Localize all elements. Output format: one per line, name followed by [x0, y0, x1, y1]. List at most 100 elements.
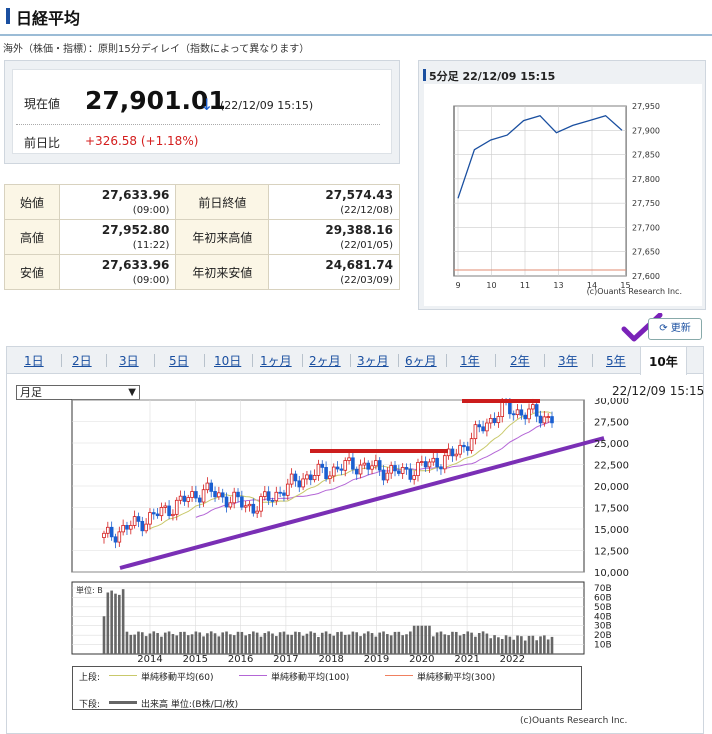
volume-bar [389, 635, 393, 654]
prev-label: 前日比 [24, 136, 61, 150]
tab-1d[interactable]: 1日 [24, 354, 44, 368]
title-accent [6, 8, 10, 24]
intraday-x-tick: 13 [553, 281, 563, 290]
volume-bar [190, 634, 194, 654]
volume-bar [129, 634, 133, 654]
volume-bar [263, 633, 267, 654]
volume-y-tick: 20B [594, 631, 612, 641]
tab-separator [61, 354, 62, 367]
volume-bar [160, 636, 163, 654]
candle-body [217, 492, 221, 498]
volume-bar [481, 631, 485, 654]
price-x-tick: 2016 [228, 654, 253, 665]
volume-bar [252, 631, 255, 654]
tab-3d[interactable]: 3日 [119, 354, 139, 368]
candle-body [527, 408, 531, 420]
volume-bar [290, 634, 293, 654]
period-select-value: 月足 [20, 386, 42, 399]
candle-body [477, 424, 482, 428]
tab-5d[interactable]: 5日 [169, 354, 189, 368]
volume-bar [539, 636, 542, 654]
price-y-tick: 10,000 [594, 568, 629, 579]
stat-value: 27,952.80 (11:22) [58, 219, 177, 255]
candle-body [534, 404, 539, 417]
tab-2m[interactable]: 2ヶ月 [309, 354, 341, 368]
price-change: +326.58 (+1.18%) [85, 134, 199, 148]
candle-body [117, 531, 122, 543]
candle-body [400, 467, 405, 474]
candle-body [316, 463, 321, 476]
tab-2d[interactable]: 2日 [72, 354, 92, 368]
intraday-y-tick: 27,650 [632, 248, 660, 257]
tab-2y[interactable]: 2年 [510, 354, 530, 368]
candle-body [305, 474, 309, 480]
candle-body [178, 495, 183, 501]
volume-bar [523, 640, 527, 654]
tab-1y[interactable]: 1年 [460, 354, 480, 368]
candle-body [236, 491, 240, 498]
stats-table: 始値 27,633.96 (09:00) 前日終値 27,574.43 (22/… [4, 184, 400, 290]
ma60-swatch [109, 675, 137, 676]
candle-body [209, 482, 214, 492]
intraday-y-ticks: 27,950 27,900 27,850 27,800 27,750 27,700 27,6… [632, 102, 660, 281]
volume-bar [156, 633, 159, 654]
price-y-tick: 27,500 [594, 418, 629, 429]
candle-body [151, 512, 156, 515]
candle-body [412, 475, 416, 480]
volume-bar [320, 632, 324, 654]
candle-body [159, 507, 164, 517]
current-price: 27,901.01 [85, 86, 226, 115]
volume-y-tick: 70B [594, 584, 612, 594]
price-y-tick: 15,000 [594, 525, 629, 536]
tab-5y[interactable]: 5年 [606, 354, 626, 368]
volume-bar [171, 634, 175, 654]
tab-3m[interactable]: 3ヶ月 [357, 354, 389, 368]
candle-body [370, 465, 374, 470]
candle-body [174, 499, 179, 515]
candle-body [377, 460, 382, 471]
candle-body [469, 438, 474, 451]
price-x-tick: 2022 [500, 654, 525, 665]
volume-bar [198, 632, 202, 654]
candle-body [205, 482, 210, 491]
table-row: 高値 27,952.80 (11:22) 年初来高値 29,388.16 (22… [4, 219, 400, 255]
volume-bar [447, 635, 450, 654]
candle-body [171, 513, 175, 517]
candle-body [194, 491, 198, 499]
candle-body [339, 468, 344, 471]
volume-bar [393, 631, 397, 654]
volume-bar [359, 636, 362, 654]
intraday-y-tick: 27,900 [632, 126, 660, 135]
volume-bar [497, 637, 500, 654]
tab-3y[interactable]: 3年 [558, 354, 578, 368]
candle-body [347, 457, 351, 461]
volume-bar [229, 634, 232, 654]
volume-bar [485, 633, 489, 654]
volume-bar [543, 635, 546, 654]
candle-body [328, 475, 332, 480]
volume-bar [435, 632, 439, 654]
stat-number: 27,952.80 [101, 223, 170, 237]
tab-6m[interactable]: 6ヶ月 [405, 354, 437, 368]
intraday-y-tick: 27,750 [632, 199, 660, 208]
volume-bar [340, 631, 343, 654]
tab-10d[interactable]: 10日 [214, 354, 242, 368]
volume-bar [194, 631, 198, 654]
candle-body [435, 457, 439, 468]
tab-separator [446, 354, 447, 367]
refresh-button[interactable]: ⟳ 更新 [648, 318, 702, 340]
candle-body [167, 505, 171, 517]
volume-bar [420, 625, 424, 654]
stat-label: 高値 [4, 219, 60, 255]
volume-bar [500, 638, 504, 654]
candle-body [129, 525, 133, 530]
price-x-tick: 2020 [409, 654, 434, 665]
volume-bar [102, 616, 106, 654]
tab-10y[interactable]: 10年 [640, 346, 687, 375]
candle-body [462, 444, 466, 448]
volume-bar [474, 636, 477, 654]
tab-1m[interactable]: 1ヶ月 [260, 354, 292, 368]
ma100-label: 単純移動平均(100) [271, 673, 350, 683]
candle-body [538, 415, 543, 424]
candle-body [351, 457, 355, 470]
